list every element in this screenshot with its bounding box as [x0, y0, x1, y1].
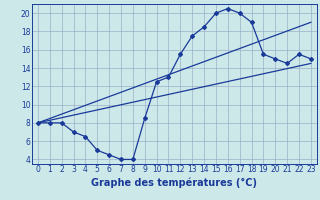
- X-axis label: Graphe des températures (°C): Graphe des températures (°C): [92, 177, 257, 188]
